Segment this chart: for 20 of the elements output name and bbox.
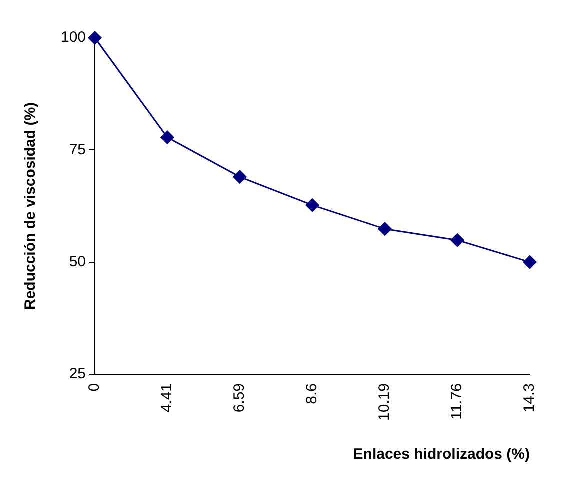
point: [233, 170, 247, 184]
y-axis-title: Reducción de viscosidad (%): [22, 102, 40, 310]
point: [378, 222, 392, 236]
x-tick-label: 8.6: [304, 383, 321, 404]
y-tick-label: 100: [60, 29, 86, 46]
point: [523, 256, 537, 270]
point: [160, 130, 174, 144]
y-tick-label: 75: [69, 141, 86, 158]
x-tick-label: 10.19: [376, 383, 394, 422]
x-tick-label: 11.76: [448, 383, 466, 420]
point: [306, 198, 320, 212]
y-tick-label: 50: [69, 253, 86, 270]
x-tick-label: 6.59: [231, 383, 248, 413]
x-axis-title: Enlaces hidrolizados (%): [353, 446, 530, 464]
y-tick-label: 25: [69, 366, 86, 383]
x-tick-label: 0: [86, 383, 104, 392]
point: [88, 31, 102, 45]
point: [450, 234, 464, 248]
x-tick-label: 14.3: [521, 383, 538, 413]
x-tick-label: 4.41: [158, 383, 176, 413]
